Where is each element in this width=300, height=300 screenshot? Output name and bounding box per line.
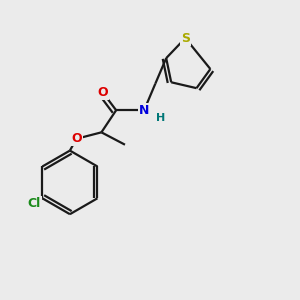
Text: N: N: [139, 104, 149, 117]
Text: H: H: [156, 113, 165, 123]
Text: O: O: [71, 132, 82, 145]
Text: O: O: [98, 86, 108, 99]
Text: S: S: [181, 32, 190, 45]
Text: Cl: Cl: [28, 196, 41, 210]
